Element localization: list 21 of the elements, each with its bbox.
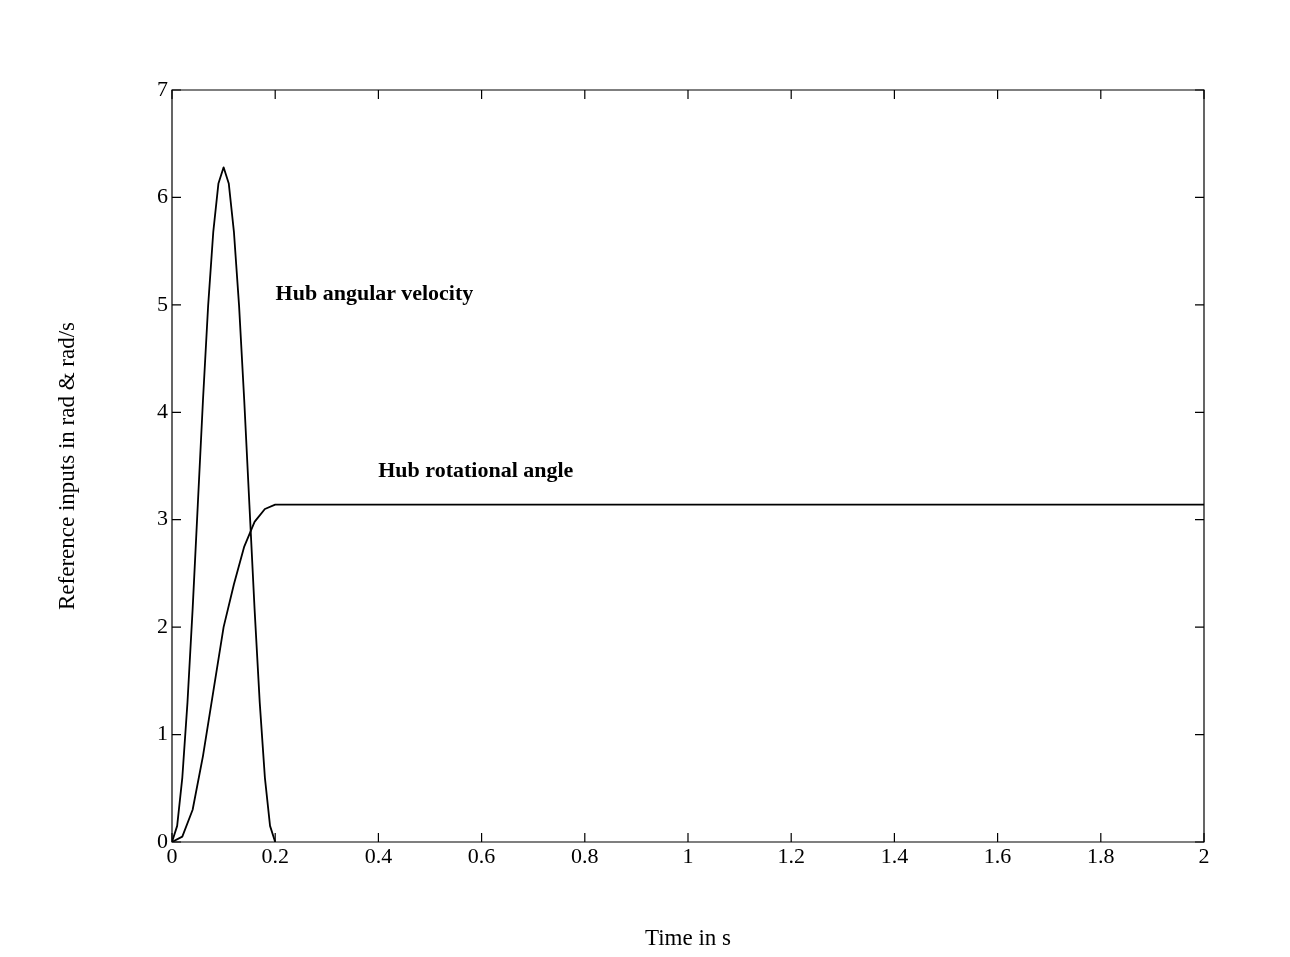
x-tick-label: 0.8 [571, 842, 599, 868]
y-axis-title: Reference inputs in rad & rad/s [53, 321, 79, 611]
y-tick-label: 6 [157, 183, 168, 209]
x-tick-label: 1 [682, 842, 694, 868]
x-tick-label: 0.4 [364, 842, 393, 868]
y-tick-label: 5 [157, 290, 168, 316]
x-tick-label: 1.2 [777, 842, 805, 868]
x-axis-title: Time in s [644, 925, 732, 951]
x-tick-label: 0.6 [467, 842, 496, 868]
y-tick-label: 7 [157, 75, 168, 101]
x-tick-label: 1.8 [1087, 842, 1115, 868]
y-tick-label: 1 [157, 720, 168, 746]
x-tick-label: 1.6 [983, 842, 1012, 868]
x-tick-label: 2 [1198, 842, 1210, 868]
x-tick-label: 0.2 [261, 842, 289, 868]
y-tick-label: 3 [157, 505, 168, 531]
y-tick-label: 4 [157, 398, 168, 424]
x-tick-label: 1.4 [880, 842, 909, 868]
y-tick-label: 2 [157, 612, 168, 638]
series-label: Hub angular velocity [275, 280, 474, 306]
series-label: Hub rotational angle [378, 457, 574, 483]
